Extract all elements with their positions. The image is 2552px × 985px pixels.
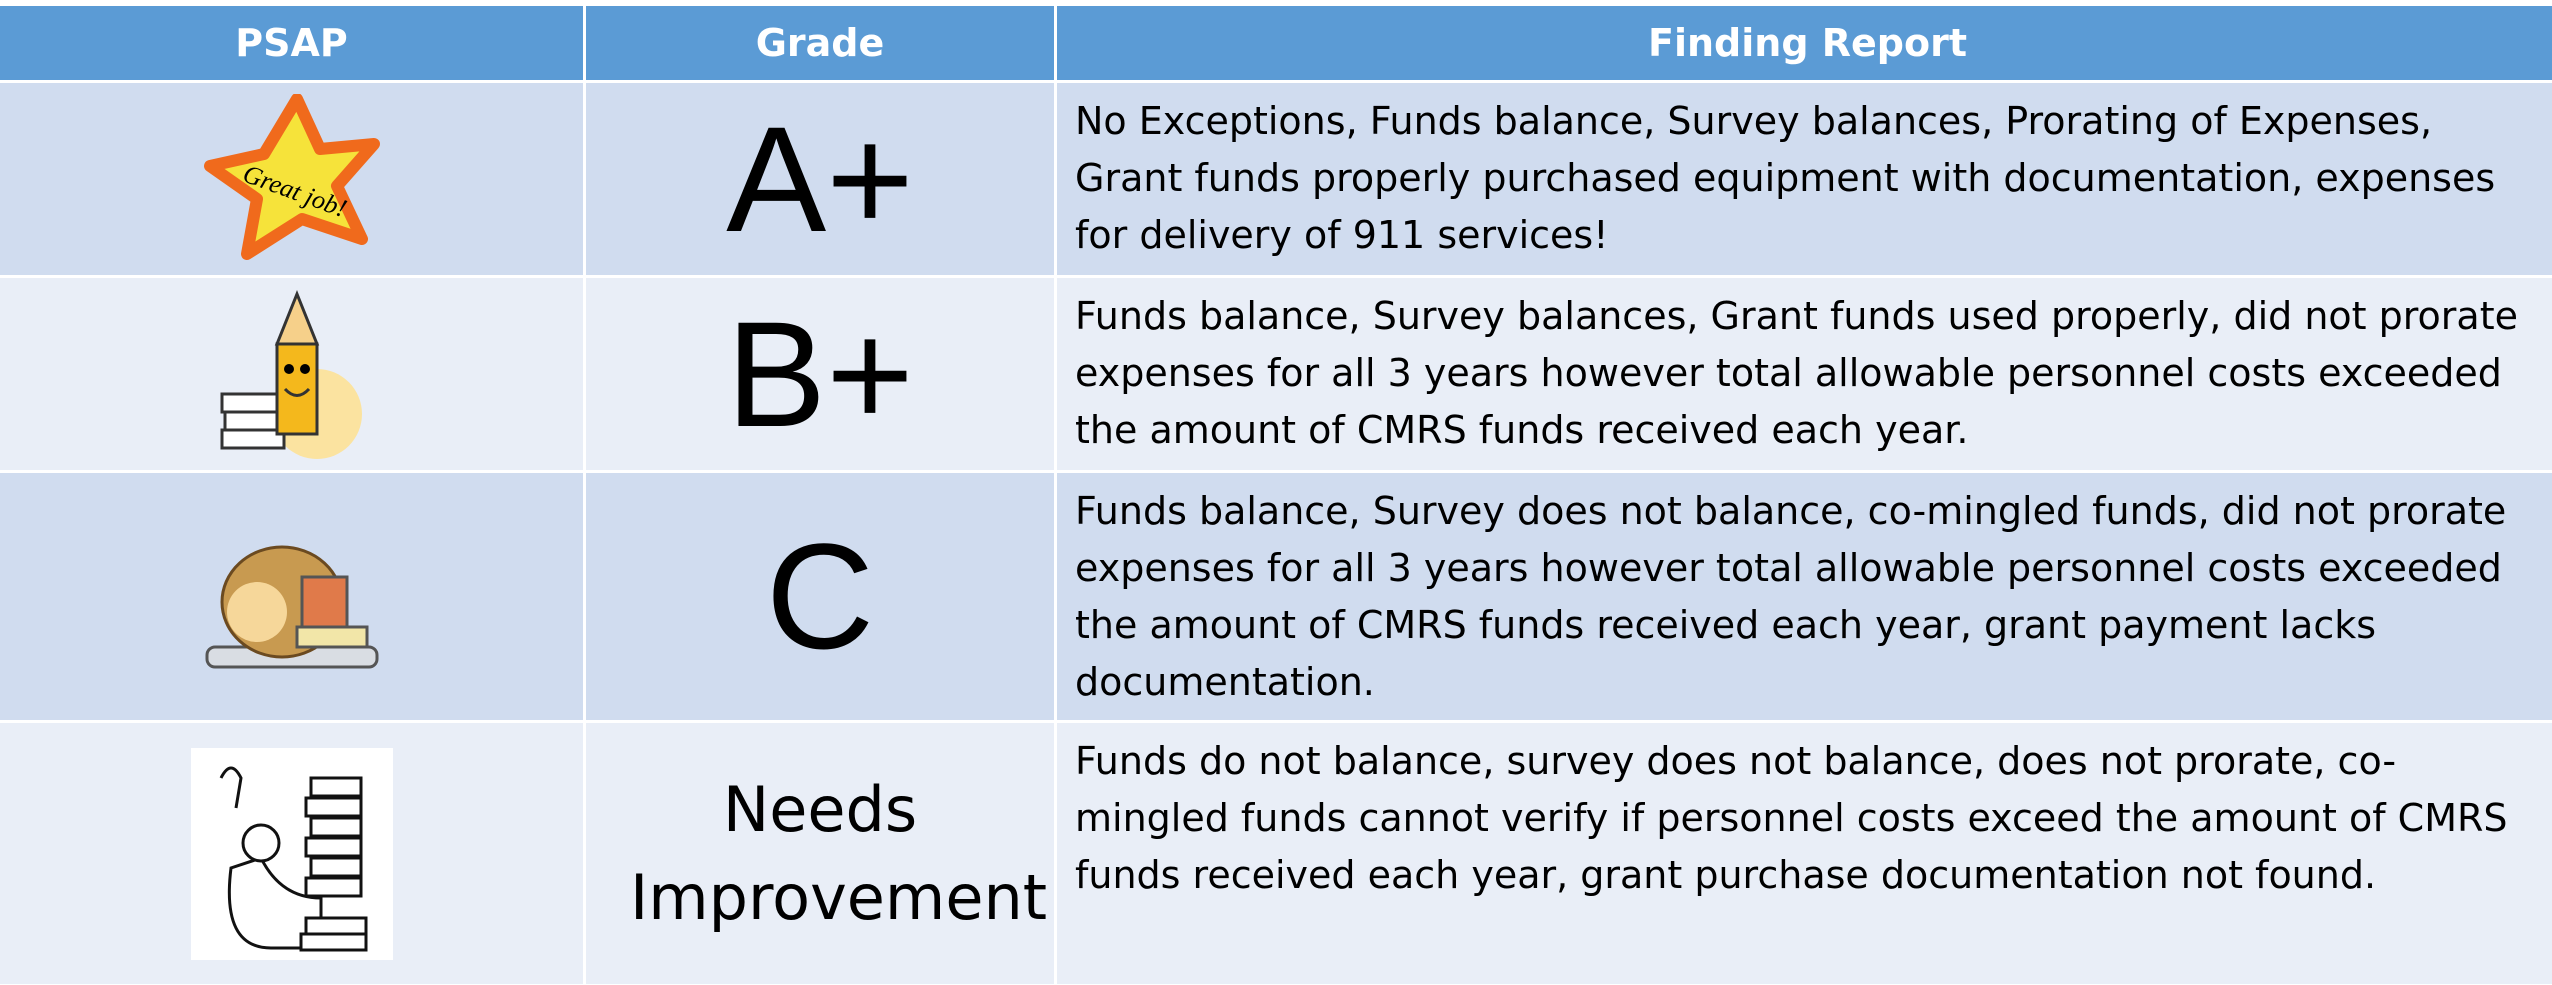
- table: PSAP Grade Finding Report Great job! A+ …: [0, 6, 2552, 984]
- pencil-icon: [217, 284, 367, 464]
- header-cell: Grade: [586, 6, 1054, 80]
- psap-cell: [0, 278, 583, 470]
- header-cell: PSAP: [0, 6, 583, 80]
- psap-cell: Great job!: [0, 83, 583, 275]
- sleeping-icon: [191, 748, 393, 960]
- page: {"table":{"header":["PSAP","Grade","Find…: [0, 0, 2552, 985]
- grade: A+: [586, 83, 1054, 275]
- header-cell: Finding Report: [1057, 6, 2552, 80]
- grade: Needs Improvement: [630, 766, 1010, 942]
- hedgehog-icon: [202, 517, 382, 677]
- finding: Funds do not balance, survey does not ba…: [1057, 723, 2552, 984]
- body: PSAP Grade Finding Report Great job! A+ …: [0, 0, 2552, 985]
- star-icon: Great job!: [202, 94, 382, 264]
- finding: No Exceptions, Funds balance, Survey bal…: [1057, 83, 2552, 275]
- psap-cell: [0, 723, 583, 984]
- grade: C: [586, 473, 1054, 720]
- finding: Funds balance, Survey does not balance, …: [1057, 473, 2552, 720]
- finding: Funds balance, Survey balances, Grant fu…: [1057, 278, 2552, 470]
- grade-cell: Needs Improvement: [586, 723, 1054, 984]
- psap-cell: [0, 473, 583, 720]
- grade: B+: [586, 278, 1054, 470]
